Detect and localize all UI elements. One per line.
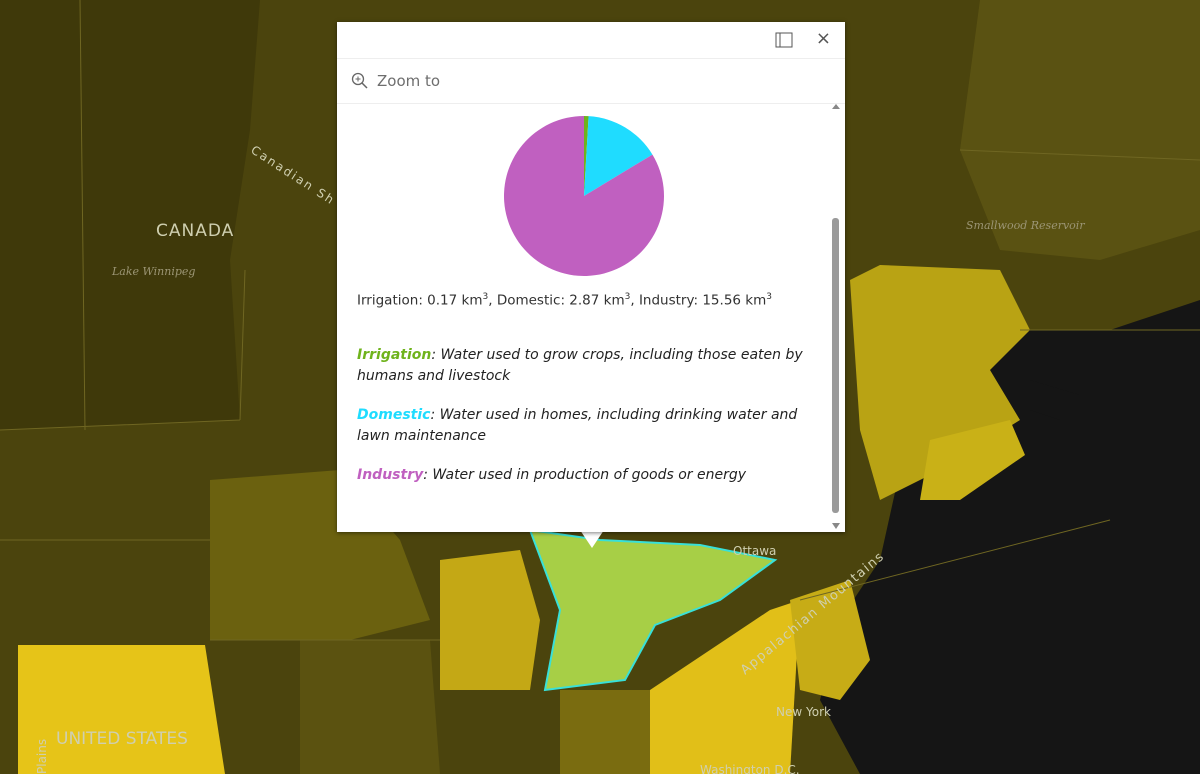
borders bbox=[0, 0, 1200, 641]
separator: , bbox=[630, 292, 639, 309]
highlight-region bbox=[528, 528, 778, 692]
separator: , bbox=[488, 292, 497, 309]
definition: Irrigation: Water used to grow crops, in… bbox=[357, 345, 825, 387]
usage-value: 2.87 bbox=[569, 292, 600, 309]
usage-name: Industry bbox=[638, 292, 694, 309]
map-label: CANADA bbox=[156, 221, 234, 241]
map-label: UNITED STATES bbox=[56, 729, 188, 749]
definition: Industry: Water used in production of go… bbox=[357, 465, 825, 486]
region bbox=[0, 0, 260, 430]
region bbox=[650, 600, 800, 774]
dock-button[interactable] bbox=[775, 32, 793, 48]
lake bbox=[1030, 380, 1080, 420]
scrollbar[interactable] bbox=[831, 104, 841, 530]
definition-term: Industry bbox=[357, 466, 424, 483]
region bbox=[18, 645, 225, 774]
region bbox=[790, 580, 870, 700]
unit-power: 3 bbox=[766, 292, 772, 302]
usage-value: 15.56 bbox=[702, 292, 741, 309]
definition-term: Domestic bbox=[357, 406, 431, 423]
definition-text: Water used to grow crops, including thos… bbox=[357, 346, 803, 384]
unit: km bbox=[461, 292, 483, 309]
usage-value: 0.17 bbox=[427, 292, 458, 309]
pie-slice bbox=[504, 116, 664, 276]
map-label: Ottawa bbox=[733, 544, 776, 558]
pie-slice bbox=[584, 116, 589, 196]
region bbox=[440, 550, 540, 690]
popup-pointer bbox=[580, 530, 604, 548]
popup-body: Irrigation: 0.17 km3, Domestic: 2.87 km3… bbox=[337, 114, 845, 486]
popup: × Zoom to Irrigation: 0.17 km3, Domestic… bbox=[337, 22, 845, 532]
definition-text: Water used in production of goods or ene… bbox=[432, 466, 747, 483]
separator: : bbox=[423, 466, 433, 483]
unit: km bbox=[603, 292, 625, 309]
zoom-icon bbox=[351, 72, 368, 89]
definition: Domestic: Water used in homes, including… bbox=[357, 405, 825, 447]
zoom-label: Zoom to bbox=[377, 72, 441, 90]
separator: : bbox=[418, 292, 428, 309]
usage-name: Domestic bbox=[496, 292, 561, 309]
pie-slice bbox=[584, 116, 653, 196]
separator: : bbox=[560, 292, 570, 309]
region bbox=[960, 0, 1200, 260]
map-label: Plains bbox=[35, 739, 49, 774]
map-label: Lake Winnipeg bbox=[111, 265, 195, 278]
separator: : bbox=[430, 406, 440, 423]
definition-term: Irrigation bbox=[357, 346, 432, 363]
definitions: Irrigation: Water used to grow crops, in… bbox=[357, 345, 825, 486]
pie-chart bbox=[504, 116, 664, 276]
definition-text: Water used in homes, including drinking … bbox=[357, 406, 798, 444]
close-button[interactable]: × bbox=[815, 28, 831, 49]
usage-name: Irrigation bbox=[357, 292, 419, 309]
separator: : bbox=[431, 346, 441, 363]
popup-header: × bbox=[337, 22, 845, 59]
zoom-to[interactable]: Zoom to bbox=[337, 59, 845, 104]
map-label: New York bbox=[776, 705, 831, 719]
unit: km bbox=[745, 292, 767, 309]
unit-power: 3 bbox=[624, 292, 631, 302]
region bbox=[300, 640, 440, 774]
usage-stats: Irrigation: 0.17 km3, Domestic: 2.87 km3… bbox=[357, 292, 825, 309]
map-label: Washington D.C. bbox=[700, 763, 800, 774]
map-label: Smallwood Reservoir bbox=[966, 219, 1085, 232]
region bbox=[560, 690, 650, 774]
region bbox=[920, 420, 1025, 500]
unit-power: 3 bbox=[482, 292, 489, 302]
separator: : bbox=[693, 292, 703, 309]
